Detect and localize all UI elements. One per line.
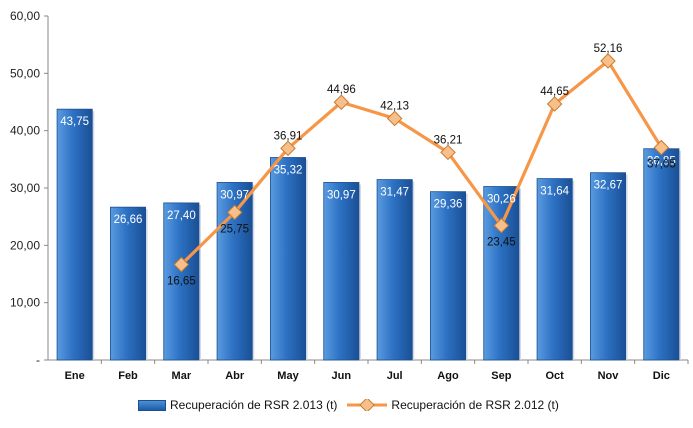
y-tick-label: 30,00 bbox=[10, 181, 40, 195]
y-tick-label: 40,00 bbox=[10, 124, 40, 138]
x-category-label: Jun bbox=[332, 370, 352, 382]
x-category-label: Oct bbox=[545, 370, 564, 382]
bar bbox=[590, 172, 627, 361]
x-category-label: May bbox=[277, 370, 299, 382]
x-category-label: Jul bbox=[387, 370, 403, 382]
legend-label-2012: Recuperación de RSR 2.012 (t) bbox=[391, 398, 559, 412]
y-tick-label: 10,00 bbox=[10, 296, 40, 310]
line-data-label: 52,16 bbox=[594, 43, 623, 55]
line-marker bbox=[280, 140, 296, 157]
y-tick-label: 20,00 bbox=[10, 238, 40, 252]
bar-data-label: 30,26 bbox=[487, 194, 516, 206]
bar-data-label: 43,75 bbox=[60, 116, 89, 128]
legend: Recuperación de RSR 2.013 (t) Recuperaci… bbox=[138, 398, 559, 412]
line-data-label: 16,65 bbox=[167, 276, 196, 288]
line-data-label: 25,75 bbox=[220, 223, 249, 235]
bar-data-label: 31,64 bbox=[540, 186, 569, 198]
bar bbox=[536, 178, 573, 361]
line-data-label: 23,45 bbox=[487, 237, 516, 249]
bar bbox=[110, 206, 147, 361]
bar bbox=[376, 179, 413, 361]
x-category-label: Sep bbox=[491, 370, 511, 382]
legend-line-swatch bbox=[347, 399, 388, 411]
x-category-label: Ago bbox=[437, 370, 459, 382]
y-tick-label: 50,00 bbox=[10, 66, 40, 80]
line-marker bbox=[600, 53, 616, 69]
x-category-label: Feb bbox=[118, 370, 138, 382]
y-tick-label: - bbox=[36, 353, 40, 367]
bar-data-label: 30,97 bbox=[220, 189, 249, 201]
line-marker bbox=[546, 96, 563, 112]
legend-item-2012: Recuperación de RSR 2.012 (t) bbox=[347, 398, 559, 412]
bar bbox=[323, 182, 360, 361]
line-data-label: 42,13 bbox=[380, 100, 409, 112]
line-marker bbox=[173, 256, 190, 273]
x-category-label: Nov bbox=[598, 370, 620, 382]
bar bbox=[643, 148, 680, 361]
bar bbox=[163, 202, 200, 361]
x-category-label: Mar bbox=[172, 370, 192, 382]
x-category-label: Ene bbox=[65, 370, 85, 382]
bar bbox=[483, 186, 520, 361]
y-tick-label: 60,00 bbox=[10, 9, 40, 23]
line-data-label: 36,21 bbox=[434, 134, 463, 146]
line-data-label: 44,65 bbox=[540, 86, 569, 98]
bar-data-label: 29,36 bbox=[434, 199, 463, 211]
x-category-label: Dic bbox=[653, 370, 670, 382]
combo-chart: - 10,00 20,00 30,00 40,00 50,00 60,00 Ene Feb Ma… bbox=[10, 9, 689, 382]
bar-data-label: 36,85 bbox=[647, 156, 676, 168]
line-marker bbox=[440, 144, 456, 161]
bar bbox=[56, 108, 93, 361]
bar-data-label: 27,40 bbox=[167, 210, 196, 222]
line-marker bbox=[333, 94, 350, 111]
line-data-label: 44,96 bbox=[327, 84, 356, 96]
bar-data-label: 30,97 bbox=[327, 189, 356, 201]
line-series-2012 bbox=[180, 59, 663, 266]
legend-item-2013: Recuperación de RSR 2.013 (t) bbox=[138, 398, 337, 412]
bar-data-label: 32,67 bbox=[594, 180, 623, 192]
line-marker bbox=[653, 139, 670, 156]
line-marker bbox=[226, 204, 243, 221]
x-category-label: Abr bbox=[225, 370, 245, 382]
bar-data-label: 31,47 bbox=[380, 187, 409, 199]
bar-data-label: 26,66 bbox=[114, 214, 143, 226]
line-data-label: 37,05 bbox=[647, 159, 676, 171]
line-marker bbox=[386, 110, 403, 127]
bar-data-label: 35,32 bbox=[274, 164, 303, 176]
legend-bar-swatch bbox=[138, 399, 166, 411]
line-marker bbox=[493, 217, 510, 234]
line-data-label: 36,91 bbox=[274, 130, 303, 142]
bar bbox=[429, 191, 466, 361]
legend-label-2013: Recuperación de RSR 2.013 (t) bbox=[170, 398, 338, 412]
bar bbox=[269, 157, 306, 361]
